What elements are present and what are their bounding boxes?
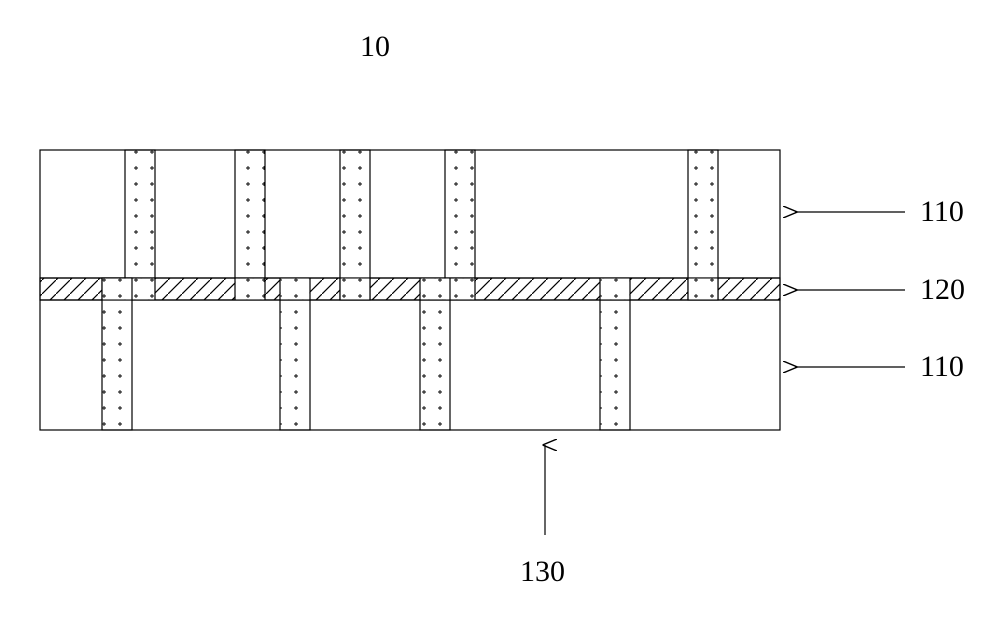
diagram-svg: [0, 0, 1000, 620]
wall-bottom-3: [600, 300, 630, 430]
wall-top-0: [125, 150, 155, 278]
wall-bottom-0: [102, 278, 132, 430]
wall-top-1: [235, 150, 265, 278]
wall-top-3: [445, 150, 475, 278]
diagram-body: [40, 150, 905, 535]
wall-bottom-2: [420, 300, 450, 430]
wall-bottom-1: [280, 300, 310, 430]
